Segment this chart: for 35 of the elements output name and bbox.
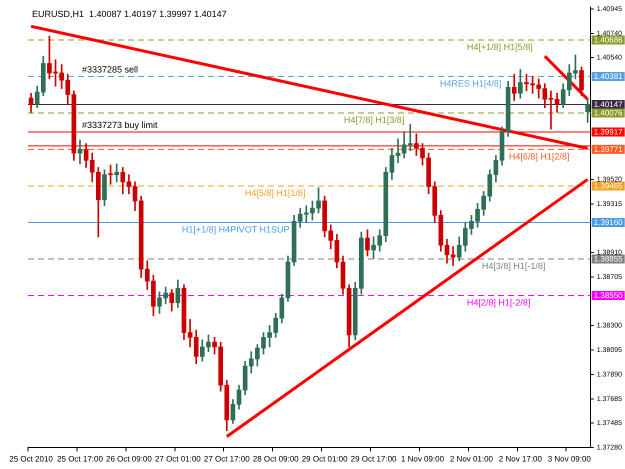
- ref-line-label: 1.40686: [594, 36, 624, 45]
- x-tick-label: 2 Nov 01:00: [450, 454, 494, 464]
- x-tick-label: 26 Oct 09:00: [106, 454, 152, 464]
- annotation: #3337285 sell: [82, 64, 138, 74]
- ref-line-label: 1.40076: [594, 108, 624, 118]
- candlestick: [78, 140, 82, 164]
- annotation: H4[7/8] H1[3/8]: [344, 114, 404, 125]
- annotation: H4[3/8] H1[-1/8]: [482, 260, 546, 271]
- x-tick-label: 29 Oct 17:00: [350, 454, 398, 464]
- x-tick-label: 1 Nov 09:00: [400, 454, 445, 464]
- ref-line-label: 1.39160: [594, 218, 624, 228]
- ref-line-label: 1.39771: [594, 145, 624, 154]
- ref-line-label: 1.38855: [594, 254, 624, 264]
- chart-title: EURUSD,H1 1.40087 1.40197 1.39997 1.40147: [32, 9, 227, 20]
- x-tick-label: 28 Oct 09:00: [252, 454, 300, 464]
- ref-line-label: 1.38550: [594, 291, 624, 300]
- ref-line-label: 1.40381: [594, 72, 624, 82]
- ref-line-label: 1.40147: [594, 100, 624, 110]
- annotation: H4[5/8] H1[1/8]: [244, 188, 306, 198]
- x-tick-label: 25 Oct 17:00: [57, 454, 104, 464]
- candlestick: [108, 164, 113, 185]
- ref-line-label: 1.39465: [594, 182, 624, 191]
- annotation: H4[+1/8] H1[5/8]: [466, 42, 533, 52]
- x-tick-label: 2 Nov 17:00: [498, 454, 542, 464]
- x-tick-label: 3 Nov 09:00: [548, 454, 592, 464]
- x-tick-label: 27 Oct 17:00: [204, 454, 250, 464]
- x-tick-label: 25 Oct 2010: [9, 454, 54, 464]
- annotation: #3337273 buy limit: [82, 120, 158, 130]
- annotation: H4[6/8] H1[2/8]: [508, 151, 570, 162]
- annotation: H4[2/8] H1[-2/8]: [466, 297, 530, 308]
- annotation: H1[+1/8] H4PIVOT H1SUP: [182, 224, 290, 234]
- x-tick-label: 27 Oct 01:00: [154, 454, 202, 464]
- x-tick-label: 29 Oct 01:00: [302, 454, 348, 464]
- annotation: H4RES H1[4/8]: [440, 78, 502, 88]
- ref-line-label: 1.39917: [594, 128, 624, 137]
